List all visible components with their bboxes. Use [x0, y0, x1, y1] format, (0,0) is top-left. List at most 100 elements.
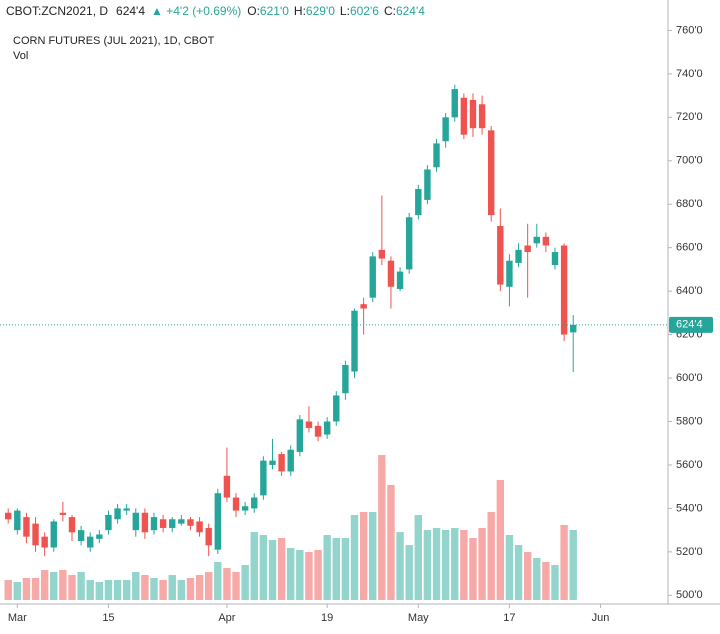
volume-bar [150, 578, 158, 600]
volume-bar [159, 580, 167, 600]
candle-body [314, 425, 322, 437]
volume-bar [86, 580, 94, 600]
volume-bar [40, 570, 49, 600]
volume-bar [560, 525, 568, 600]
y-tick-label: 580'0 [676, 415, 703, 427]
candle-body [287, 449, 294, 472]
volume-bar [350, 515, 359, 600]
volume-layer [4, 455, 577, 600]
candle-body [132, 512, 139, 531]
candle-body [560, 245, 568, 335]
candle-body [41, 536, 48, 548]
candle-body [533, 236, 540, 244]
volume-bar [177, 580, 186, 600]
candle-body [497, 225, 504, 285]
y-tick-label: 740'0 [676, 68, 703, 80]
candle-body [451, 89, 458, 118]
candle-body [360, 304, 367, 309]
candle-body [524, 245, 531, 253]
y-tick-label: 640'0 [676, 285, 703, 297]
volume-bar [451, 528, 459, 600]
volume-bar [268, 540, 277, 600]
candle-body [542, 236, 550, 246]
candle-body [77, 530, 85, 541]
candle-body [251, 497, 258, 509]
volume-bar [378, 455, 386, 600]
candle-body [141, 512, 149, 533]
candle-body [433, 143, 440, 168]
candle-body [442, 117, 449, 142]
volume-bar [50, 572, 58, 600]
volume-bar [478, 528, 486, 600]
volume-bar [505, 535, 514, 600]
volume-bar [341, 538, 350, 600]
candle-body [123, 508, 130, 511]
ohlc-value: 621'0 [260, 4, 289, 18]
volume-bar [168, 575, 176, 600]
candle-body [50, 521, 57, 548]
volume-bar [569, 530, 577, 600]
volume-bar [4, 580, 12, 600]
candle-body [369, 256, 376, 298]
volume-bar [287, 548, 295, 600]
volume-bar [514, 545, 523, 600]
candle-body [506, 260, 513, 287]
candle-body [232, 497, 240, 511]
x-tick-label: Mar [8, 612, 27, 624]
volume-bar [250, 532, 258, 600]
volume-bar [305, 552, 313, 600]
ohlc-value: 602'6 [350, 4, 379, 18]
volume-bar [141, 575, 149, 600]
candle-body [187, 519, 194, 526]
candle-body [205, 527, 212, 546]
volume-bar [277, 538, 286, 600]
volume-bar [195, 575, 204, 600]
candle-body [323, 421, 331, 435]
ohlc-key: C: [384, 4, 396, 18]
candle-body [351, 310, 358, 372]
volume-bar [113, 580, 122, 600]
last-price: 624'4 [116, 4, 145, 18]
volume-bar [204, 572, 213, 600]
ohlc-key: O: [247, 4, 260, 18]
ohlc-key: H: [294, 4, 306, 18]
volume-bar [496, 480, 505, 600]
candle-body [87, 536, 94, 548]
candle-body [387, 260, 395, 287]
candle-body [469, 99, 477, 129]
volume-bar [296, 550, 304, 600]
volume-bar [414, 515, 422, 600]
volume-bar [132, 572, 140, 600]
candle-body [114, 508, 121, 520]
x-tick-label: 19 [321, 612, 333, 624]
candle-body [23, 517, 30, 537]
candle-body [478, 104, 486, 129]
volume-bar [533, 558, 541, 600]
volume-bar [396, 532, 404, 600]
candle-body [32, 523, 39, 546]
candle-body [278, 454, 285, 472]
candle-body [178, 519, 185, 524]
ohlc-key: L: [340, 4, 350, 18]
y-tick-label: 500'0 [676, 589, 703, 601]
volume-bar [13, 582, 22, 600]
volume-bar [460, 530, 468, 600]
volume-bar [68, 575, 76, 600]
volume-bar [441, 530, 450, 600]
volume-bar [214, 562, 222, 600]
candle-body [305, 421, 313, 429]
y-tick-label: 680'0 [676, 198, 703, 210]
volume-bar [487, 512, 495, 600]
x-tick-label: May [408, 612, 429, 624]
candle-body [405, 217, 413, 270]
volume-bar [241, 565, 249, 600]
volume-label: Vol [13, 50, 28, 62]
candle-body [196, 521, 203, 533]
candle-body [378, 249, 386, 259]
volume-bar [232, 572, 240, 600]
candle-body [159, 519, 167, 528]
volume-bar [186, 578, 195, 600]
y-tick-label: 520'0 [676, 546, 703, 558]
volume-bar [59, 570, 67, 600]
